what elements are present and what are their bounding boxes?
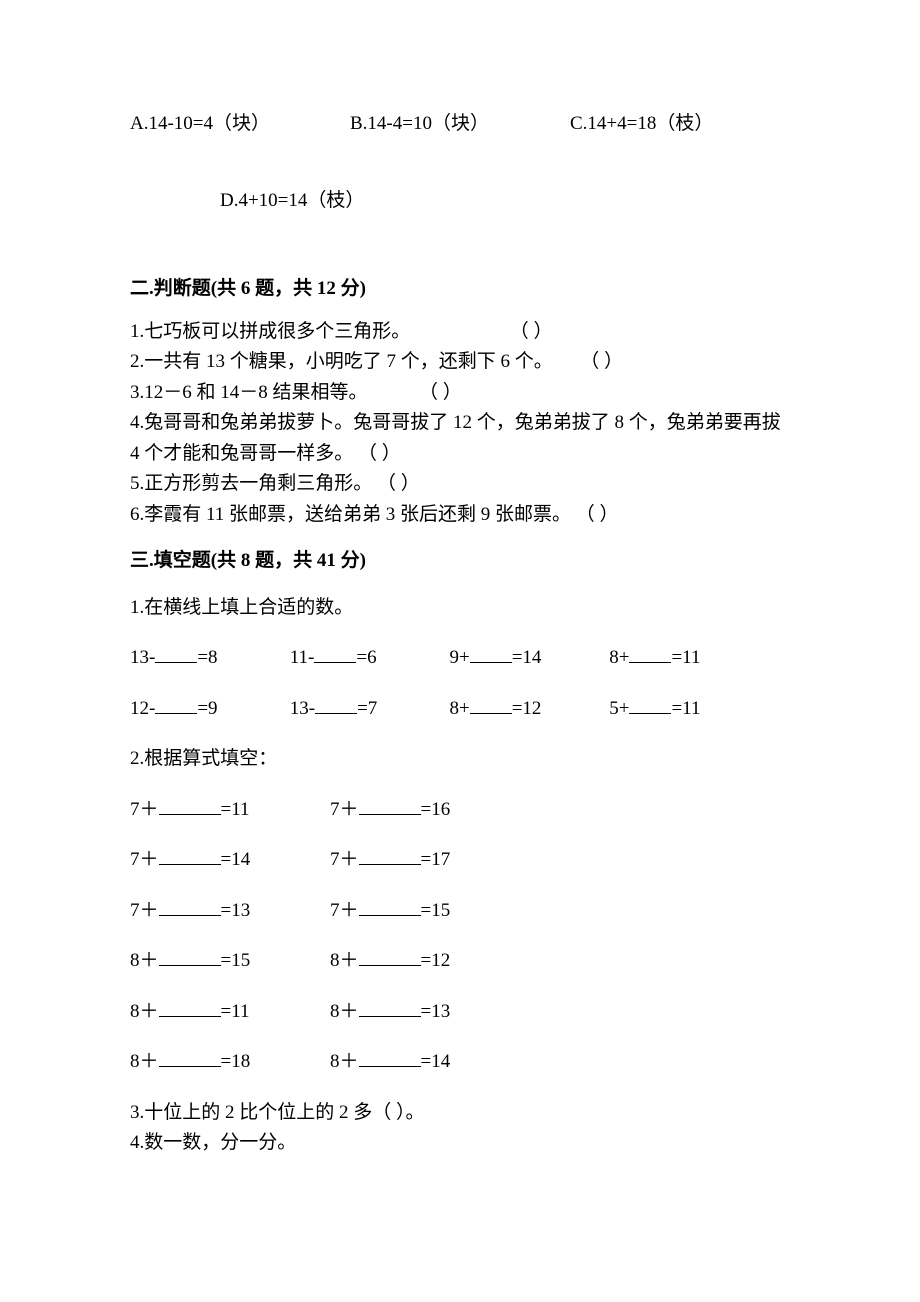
s2-q1-blank: （ ） xyxy=(510,321,553,342)
s3-q2-row: 8＋=188＋=14 xyxy=(130,1048,790,1077)
s2-q3-text: 3.12－6 和 14－8 结果相等。 xyxy=(130,382,368,403)
mc-option-d: D.4+10=14（枝） xyxy=(220,187,790,216)
s3-q2-cell-b: 8＋=14 xyxy=(330,1048,450,1077)
s3-q1-r1-c: 9+=14 xyxy=(450,644,605,673)
s3-q1-r2-d: 5+=11 xyxy=(609,695,764,724)
blank xyxy=(359,1049,421,1067)
s2-q3: 3.12－6 和 14－8 结果相等。 （ ） xyxy=(130,379,790,408)
blank xyxy=(159,796,221,814)
blank xyxy=(359,897,421,915)
s2-q4-text2: 4 个才能和兔哥哥一样多。 xyxy=(130,443,353,464)
s2-q2-text: 2.一共有 13 个糖果，小明吃了 7 个，还剩下 6 个。 xyxy=(130,351,553,372)
blank xyxy=(315,695,357,713)
s3-q2-rows: 7＋=117＋=167＋=147＋=177＋=137＋=158＋=158＋=12… xyxy=(130,796,790,1077)
s2-q2: 2.一共有 13 个糖果，小明吃了 7 个，还剩下 6 个。 （ ） xyxy=(130,348,790,377)
s3-q2-stem: 2.根据算式填空： xyxy=(130,745,790,774)
section2-title: 二.判断题(共 6 题，共 12 分) xyxy=(130,275,790,304)
s3-q2-cell-a: 8＋=15 xyxy=(130,947,330,976)
s3-q1-r2-c: 8+=12 xyxy=(450,695,605,724)
blank xyxy=(159,897,221,915)
blank xyxy=(629,695,671,713)
blank xyxy=(155,695,197,713)
s3-q1-r2-a: 12-=9 xyxy=(130,695,285,724)
blank xyxy=(314,645,356,663)
worksheet-page: A.14-10=4（块） B.14-4=10（块） C.14+4=18（枝） D… xyxy=(0,0,920,1302)
s3-q2-cell-a: 8＋=11 xyxy=(130,998,330,1027)
s3-q2-row: 7＋=117＋=16 xyxy=(130,796,790,825)
s2-q1: 1.七巧板可以拼成很多个三角形。 （ ） xyxy=(130,318,790,347)
s3-q2-row: 7＋=147＋=17 xyxy=(130,846,790,875)
s2-q3-blank: （ ） xyxy=(419,382,462,403)
blank xyxy=(159,998,221,1016)
s2-q4-line1: 4.兔哥哥和兔弟弟拔萝卜。兔哥哥拔了 12 个，兔弟弟拔了 8 个，兔弟弟要再拔 xyxy=(130,409,790,438)
blank xyxy=(470,695,512,713)
s3-q2-cell-a: 8＋=18 xyxy=(130,1048,330,1077)
mc-options-row-1: A.14-10=4（块） B.14-4=10（块） C.14+4=18（枝） xyxy=(130,110,790,139)
s3-q2-cell-a: 7＋=14 xyxy=(130,846,330,875)
s3-q2-cell-a: 7＋=11 xyxy=(130,796,330,825)
blank xyxy=(470,645,512,663)
blank xyxy=(159,948,221,966)
s2-q4-blank: （ ） xyxy=(358,443,401,464)
s3-q2-cell-b: 7＋=16 xyxy=(330,796,450,825)
blank xyxy=(359,796,421,814)
blank xyxy=(359,998,421,1016)
mc-option-a: A.14-10=4（块） xyxy=(130,110,350,139)
blank xyxy=(359,847,421,865)
s3-q1-row2: 12-=9 13-=7 8+=12 5+=11 xyxy=(130,695,790,724)
s3-q1-r2-b: 13-=7 xyxy=(290,695,445,724)
blank xyxy=(629,645,671,663)
blank xyxy=(159,847,221,865)
s3-q2-cell-b: 7＋=15 xyxy=(330,897,450,926)
s3-q2-cell-b: 8＋=12 xyxy=(330,947,450,976)
s2-q2-blank: （ ） xyxy=(580,351,623,372)
s2-q5-blank: （ ） xyxy=(377,473,420,494)
s3-q2-cell-b: 7＋=17 xyxy=(330,846,450,875)
s3-q1-r1-d: 8+=11 xyxy=(609,644,764,673)
s2-q4-line2: 4 个才能和兔哥哥一样多。 （ ） xyxy=(130,440,790,469)
s3-q1-row1: 13-=8 11-=6 9+=14 8+=11 xyxy=(130,644,790,673)
s3-q2-row: 8＋=158＋=12 xyxy=(130,947,790,976)
s3-q2-row: 7＋=137＋=15 xyxy=(130,897,790,926)
s2-q5-text: 5.正方形剪去一角剩三角形。 xyxy=(130,473,372,494)
s3-q2-cell-a: 7＋=13 xyxy=(130,897,330,926)
s2-q6-text: 6.李霞有 11 张邮票，送给弟弟 3 张后还剩 9 张邮票。 xyxy=(130,504,571,525)
s3-q4: 4.数一数，分一分。 xyxy=(130,1129,790,1158)
blank xyxy=(359,948,421,966)
s3-q3: 3.十位上的 2 比个位上的 2 多（ ）。 xyxy=(130,1099,790,1128)
s3-q2-row: 8＋=118＋=13 xyxy=(130,998,790,1027)
s2-q5: 5.正方形剪去一角剩三角形。 （ ） xyxy=(130,470,790,499)
s3-q1-stem: 1.在横线上填上合适的数。 xyxy=(130,594,790,623)
blank xyxy=(159,1049,221,1067)
s3-q1-r1-b: 11-=6 xyxy=(290,644,445,673)
s3-q2-cell-b: 8＋=13 xyxy=(330,998,450,1027)
mc-option-b: B.14-4=10（块） xyxy=(350,110,570,139)
s2-q1-text: 1.七巧板可以拼成很多个三角形。 xyxy=(130,321,410,342)
s2-q6: 6.李霞有 11 张邮票，送给弟弟 3 张后还剩 9 张邮票。 （ ） xyxy=(130,501,790,530)
mc-option-c: C.14+4=18（枝） xyxy=(570,110,713,139)
s3-q1-r1-a: 13-=8 xyxy=(130,644,285,673)
section3-title: 三.填空题(共 8 题，共 41 分) xyxy=(130,547,790,576)
s2-q6-blank: （ ） xyxy=(576,504,619,525)
blank xyxy=(155,645,197,663)
